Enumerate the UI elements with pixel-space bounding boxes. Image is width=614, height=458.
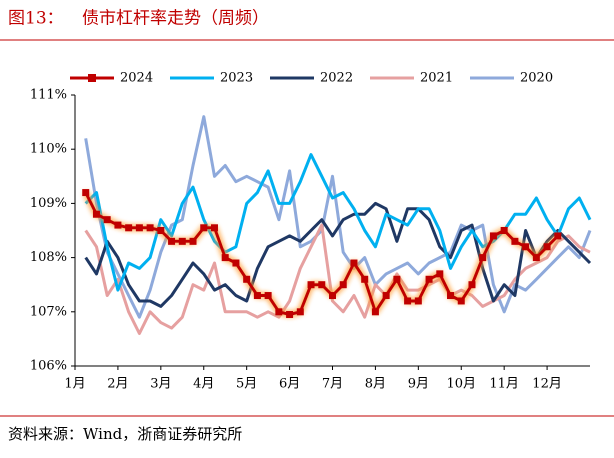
point-marker [522, 243, 530, 251]
point-marker [511, 237, 519, 245]
x-tick-label: 10月 [446, 377, 476, 392]
point-marker [414, 297, 422, 305]
point-marker [125, 224, 133, 232]
point-marker [318, 281, 326, 289]
legend-label: 2022 [320, 71, 353, 86]
x-tick-label: 8月 [365, 377, 386, 392]
point-marker [543, 243, 551, 251]
legend-label: 2023 [220, 71, 253, 86]
point-marker [393, 275, 401, 283]
point-marker [189, 237, 197, 245]
point-marker [157, 227, 165, 234]
point-marker [436, 270, 444, 278]
point-marker [361, 275, 369, 283]
source: 资料来源：Wind，浙商证券研究所 [8, 425, 242, 443]
point-marker [296, 308, 304, 316]
point-marker [275, 308, 283, 316]
point-marker [92, 210, 100, 218]
point-marker [146, 224, 154, 232]
legend-label: 2021 [420, 71, 453, 86]
chart-title: 债市杠杆率走势（周频） [82, 9, 269, 29]
point-marker [382, 292, 390, 300]
x-tick-label: 3月 [150, 377, 171, 392]
point-marker [425, 275, 433, 283]
legend-marker [88, 74, 96, 82]
point-marker [286, 311, 294, 319]
point-marker [114, 221, 122, 229]
x-tick-label: 11月 [489, 377, 519, 392]
point-marker [339, 281, 347, 289]
x-tick-label: 2月 [107, 377, 128, 392]
x-tick-label: 9月 [408, 377, 429, 392]
point-marker [329, 292, 336, 300]
point-marker [210, 224, 218, 232]
x-tick-label: 4月 [193, 377, 214, 392]
point-marker [489, 232, 497, 240]
point-marker [350, 259, 358, 267]
point-marker [307, 281, 315, 289]
series-line [84, 223, 591, 335]
point-marker [253, 292, 261, 300]
point-marker [178, 237, 186, 245]
y-tick-label: 110% [30, 142, 67, 157]
point-marker [200, 224, 208, 232]
y-tick-label: 108% [30, 250, 67, 265]
point-marker [447, 292, 455, 300]
point-marker [500, 227, 508, 234]
legend-label: 2020 [520, 71, 553, 86]
x-tick-label: 6月 [279, 377, 300, 392]
point-marker [457, 297, 465, 305]
point-marker [221, 254, 229, 262]
point-marker [479, 254, 487, 262]
series-line [84, 115, 592, 319]
y-tick-label: 109% [30, 196, 67, 211]
point-marker [82, 189, 90, 197]
x-tick-label: 1月 [64, 377, 85, 392]
point-marker [135, 224, 143, 232]
point-marker [554, 232, 562, 240]
legend-label: 2024 [120, 71, 153, 86]
point-marker [371, 308, 379, 316]
point-marker [168, 237, 176, 245]
x-tick-label: 5月 [236, 377, 257, 392]
x-tick-label: 12月 [532, 377, 562, 392]
x-tick-label: 7月 [322, 377, 343, 392]
point-marker [243, 275, 251, 283]
y-tick-label: 107% [30, 304, 67, 319]
point-marker [264, 292, 272, 300]
y-tick-label: 106% [30, 359, 67, 374]
point-marker [103, 216, 111, 224]
point-marker [468, 281, 476, 289]
point-marker [404, 297, 412, 305]
series-line [84, 201, 592, 308]
point-marker [232, 259, 240, 267]
figure-label: 图13： [8, 9, 64, 29]
y-tick-label: 111% [30, 88, 67, 103]
point-marker [532, 254, 540, 262]
